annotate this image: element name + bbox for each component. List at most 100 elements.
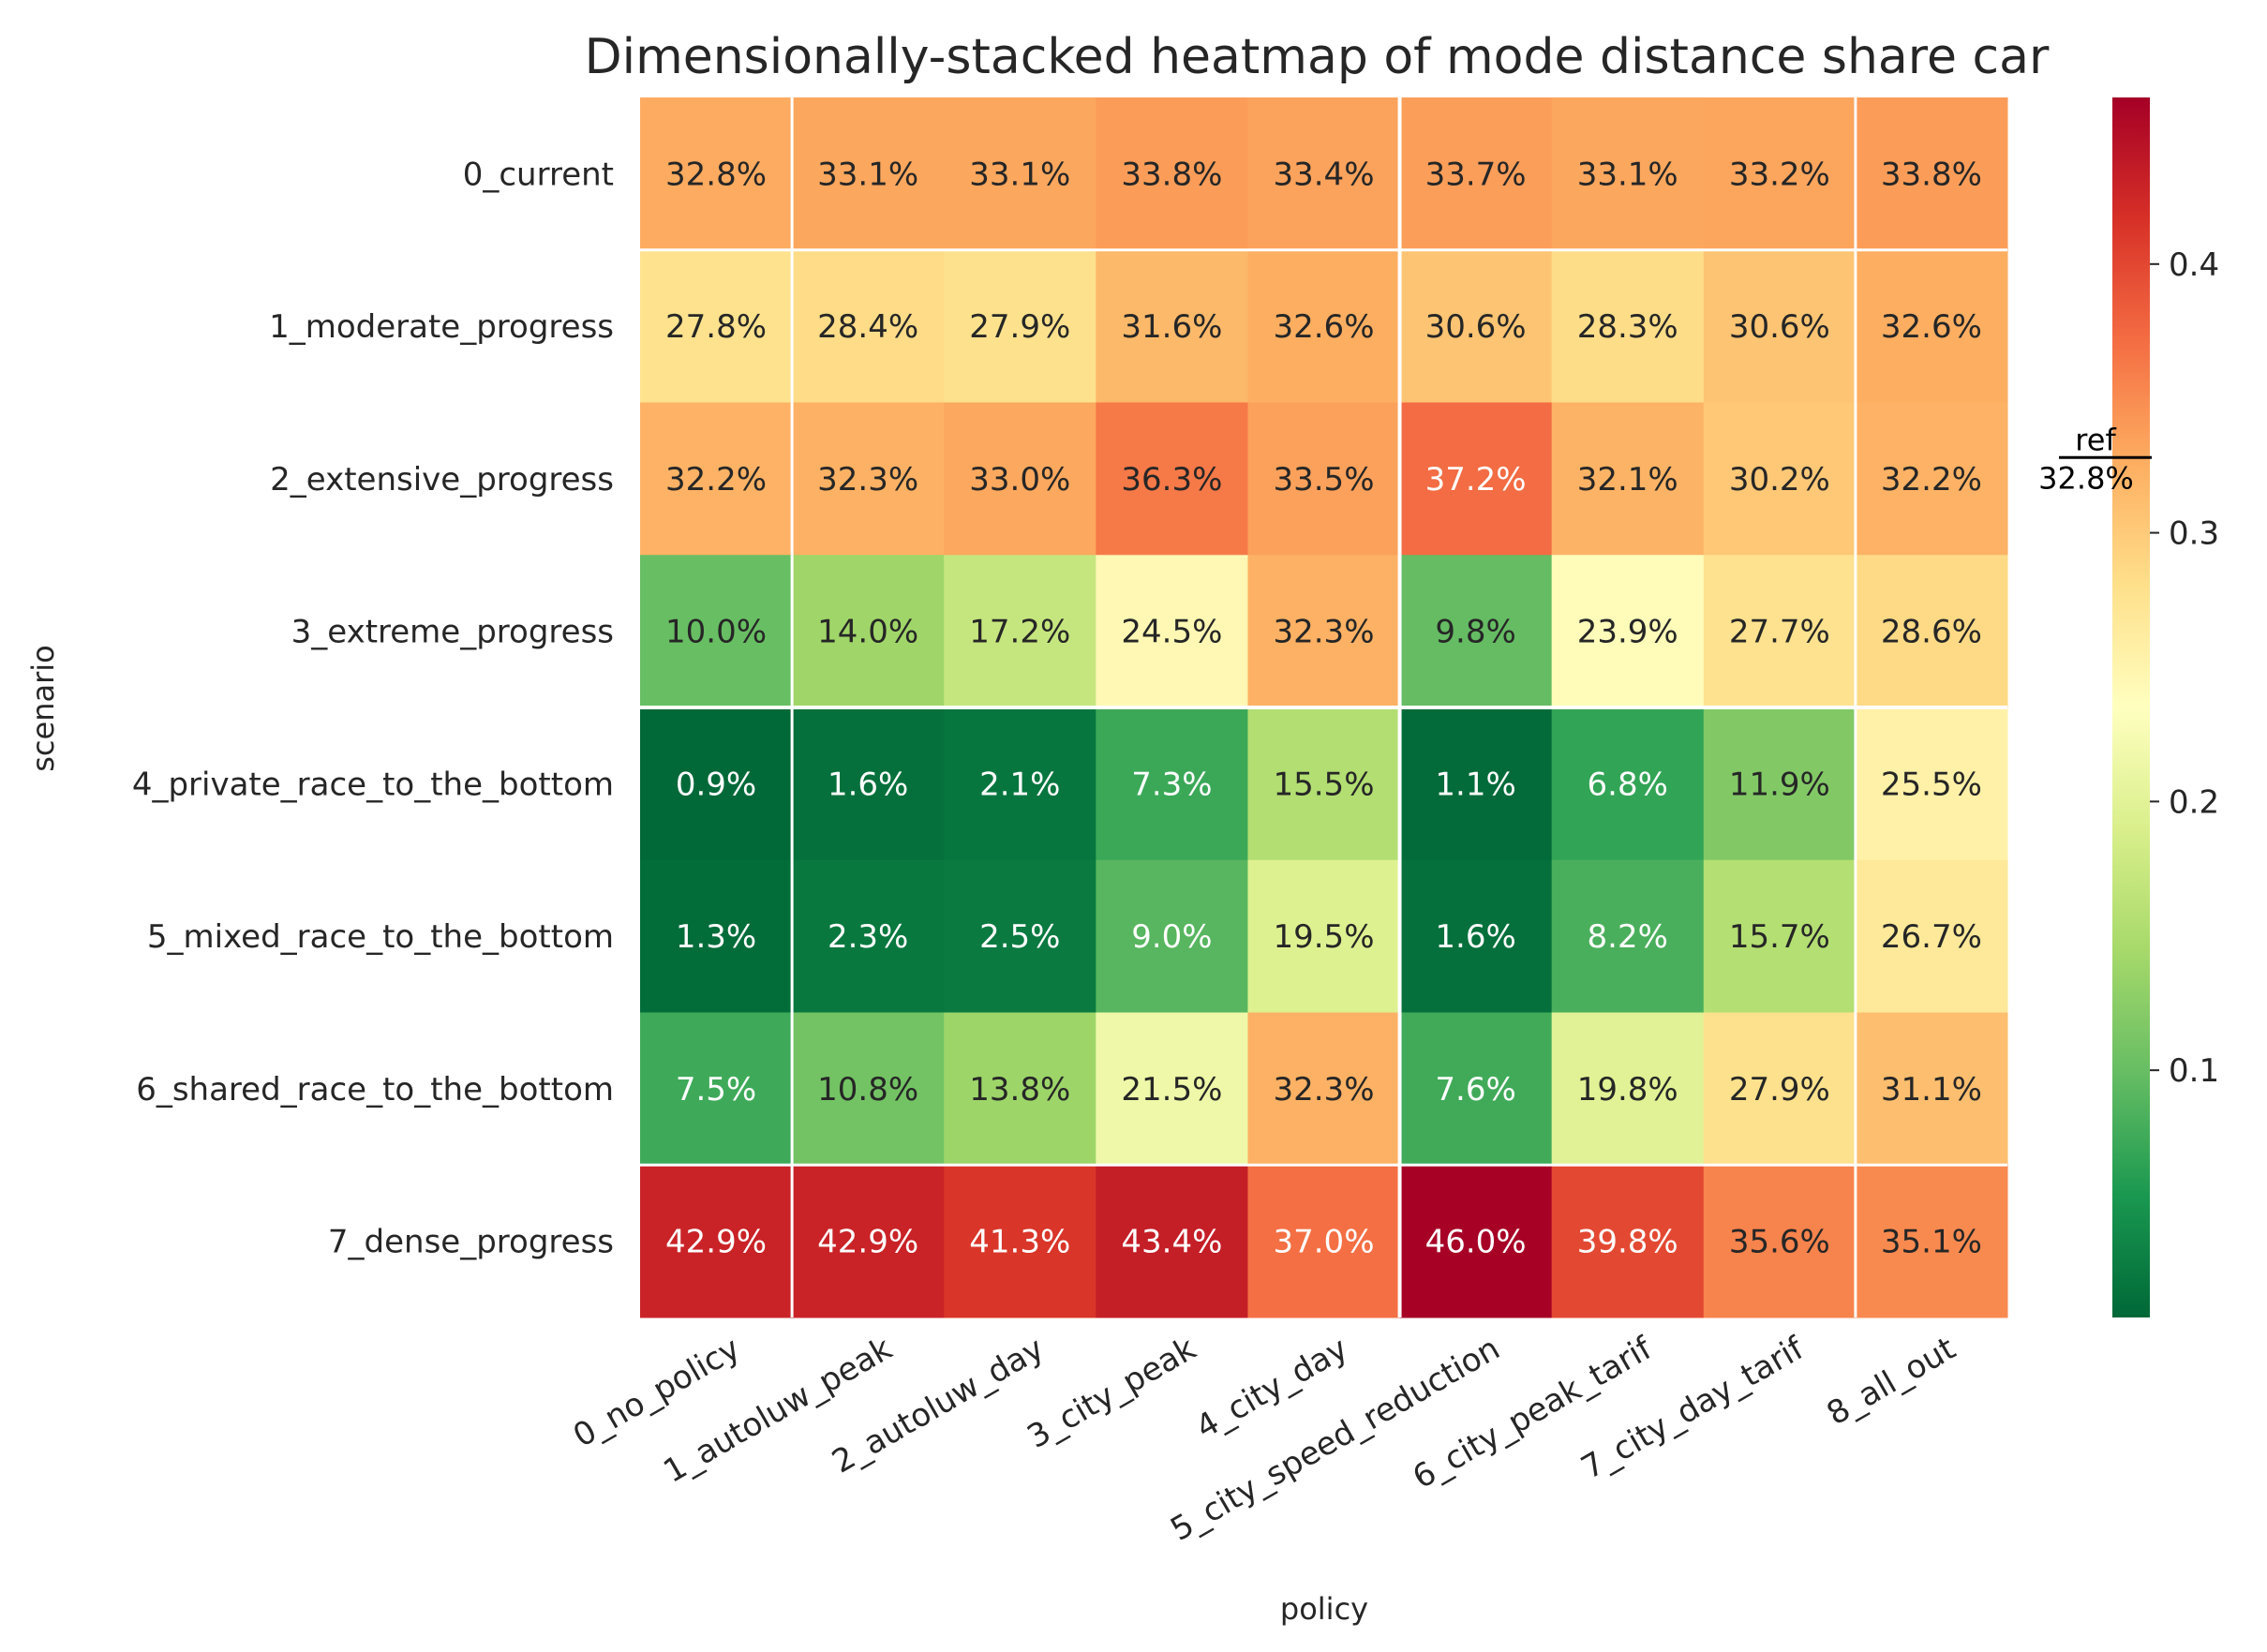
- heatmap-cell: [1247, 555, 1401, 708]
- heatmap-cell: [640, 249, 793, 403]
- heatmap-cell: [1399, 1165, 1553, 1318]
- heatmap-cell: [1399, 555, 1553, 708]
- cell-value-label: 27.8%: [665, 308, 767, 346]
- cell-value-label: 33.0%: [969, 461, 1070, 499]
- y-axis-label: scenario: [25, 645, 61, 771]
- heatmap-cell: [1247, 859, 1401, 1013]
- heatmap-cell: [944, 859, 1096, 1013]
- colorbar-tick-label: 0.4: [2169, 246, 2219, 284]
- heatmap-cell: [1096, 249, 1248, 403]
- reference-value: 32.8%: [2038, 460, 2134, 496]
- cell-value-label: 27.9%: [1729, 1071, 1830, 1109]
- heatmap-cell: [1096, 97, 1248, 251]
- heatmap-cell: [1247, 1165, 1401, 1318]
- heatmap-cell: [1551, 555, 1705, 708]
- heatmap-cell: [792, 859, 945, 1013]
- cell-value-label: 33.5%: [1273, 461, 1374, 499]
- cell-value-label: 33.8%: [1121, 156, 1222, 193]
- cell-value-label: 26.7%: [1881, 918, 1982, 956]
- colorbar-tick-label: 0.3: [2169, 515, 2219, 553]
- heatmap-cell: [1399, 707, 1553, 861]
- cell-value-label: 1.6%: [828, 766, 908, 803]
- cell-value-label: 19.8%: [1577, 1071, 1678, 1109]
- cell-value-label: 33.1%: [1577, 156, 1678, 193]
- y-tick-label: 5_mixed_race_to_the_bottom: [147, 918, 614, 956]
- heatmap-cell: [1703, 555, 1857, 708]
- heatmap-cell: [1703, 859, 1857, 1013]
- heatmap-cell: [792, 707, 945, 861]
- cell-value-label: 9.0%: [1131, 918, 1212, 956]
- cell-value-label: 33.2%: [1729, 156, 1830, 193]
- cell-value-label: 28.6%: [1881, 614, 1982, 651]
- heatmap-cell: [1551, 707, 1705, 861]
- cell-value-label: 15.7%: [1729, 918, 1830, 956]
- heatmap-cell: [640, 402, 793, 556]
- cell-value-label: 32.2%: [1881, 461, 1982, 499]
- cell-value-label: 2.1%: [979, 766, 1060, 803]
- heatmap-cell: [1096, 859, 1248, 1013]
- heatmap-cell: [1551, 402, 1705, 556]
- heatmap-cell: [640, 1012, 793, 1166]
- heatmap-cell: [792, 555, 945, 708]
- cell-value-label: 31.1%: [1881, 1071, 1982, 1109]
- x-tick-label: 3_city_peak: [1021, 1330, 1202, 1456]
- cell-value-label: 1.6%: [1435, 918, 1515, 956]
- heatmap-cell: [944, 402, 1096, 556]
- cell-value-label: 32.1%: [1577, 461, 1678, 499]
- y-tick-label: 1_moderate_progress: [269, 308, 614, 346]
- heatmap-cell: [1703, 402, 1857, 556]
- cell-value-label: 35.6%: [1729, 1224, 1830, 1261]
- heatmap-cell: [944, 707, 1096, 861]
- cell-value-label: 36.3%: [1121, 461, 1222, 499]
- heatmap-cell: [1855, 1012, 2008, 1166]
- heatmap-cell: [1551, 249, 1705, 403]
- heatmap-cell: [1551, 97, 1705, 251]
- heatmap-cell: [640, 97, 793, 251]
- cell-value-labels: 32.8% 33.1% 33.1% 33.8% 33.4% 33.7% 33.1% 33.2%…: [665, 156, 1982, 1260]
- heatmap-cell: [1399, 97, 1553, 251]
- cell-value-label: 42.9%: [817, 1224, 918, 1261]
- cell-value-label: 32.6%: [1881, 308, 1982, 346]
- heatmap-cell: [1096, 1012, 1248, 1166]
- cell-value-label: 30.6%: [1729, 308, 1830, 346]
- heatmap-cell: [1703, 1165, 1857, 1318]
- heatmap-cell: [1855, 1165, 2008, 1318]
- heatmap-cell: [1247, 249, 1401, 403]
- cell-value-label: 30.6%: [1425, 308, 1527, 346]
- cell-value-label: 25.5%: [1881, 766, 1982, 803]
- y-tick-label: 0_current: [463, 156, 614, 193]
- heatmap-cell: [1703, 1012, 1857, 1166]
- cell-value-label: 37.0%: [1273, 1224, 1374, 1261]
- heatmap-cell: [1399, 859, 1553, 1013]
- cell-value-label: 41.3%: [969, 1224, 1070, 1261]
- cell-value-label: 33.4%: [1273, 156, 1374, 193]
- cell-value-label: 10.8%: [817, 1071, 918, 1109]
- heatmap-cell: [1855, 555, 2008, 708]
- heatmap-cell: [1855, 402, 2008, 556]
- cell-value-label: 32.2%: [665, 461, 767, 499]
- heatmap-cell: [1399, 249, 1553, 403]
- heatmap-cell: [1855, 859, 2008, 1013]
- cell-value-label: 2.3%: [828, 918, 908, 956]
- colorbar-ticks: 0.1 0.2 0.3 0.4: [2150, 246, 2219, 1090]
- heatmap-cell: [1703, 249, 1857, 403]
- cell-value-label: 7.6%: [1435, 1071, 1515, 1109]
- cell-value-label: 43.4%: [1121, 1224, 1222, 1261]
- cell-value-label: 27.7%: [1729, 614, 1830, 651]
- heatmap-cell: [1247, 402, 1401, 556]
- heatmap-cell: [1703, 707, 1857, 861]
- heatmap-cell: [1096, 1165, 1248, 1318]
- cell-value-label: 2.5%: [979, 918, 1060, 956]
- heatmap-cell: [792, 1165, 945, 1318]
- cell-value-label: 15.5%: [1273, 766, 1374, 803]
- cell-value-label: 7.3%: [1131, 766, 1212, 803]
- cell-value-label: 28.3%: [1577, 308, 1678, 346]
- cell-value-label: 31.6%: [1121, 308, 1222, 346]
- cell-value-label: 42.9%: [665, 1224, 767, 1261]
- cell-value-label: 30.2%: [1729, 461, 1830, 499]
- heatmap-cell: [1855, 97, 2008, 251]
- colorbar-tick-label: 0.2: [2169, 783, 2219, 821]
- heatmap-cell: [792, 249, 945, 403]
- group-separators: [640, 97, 2007, 1317]
